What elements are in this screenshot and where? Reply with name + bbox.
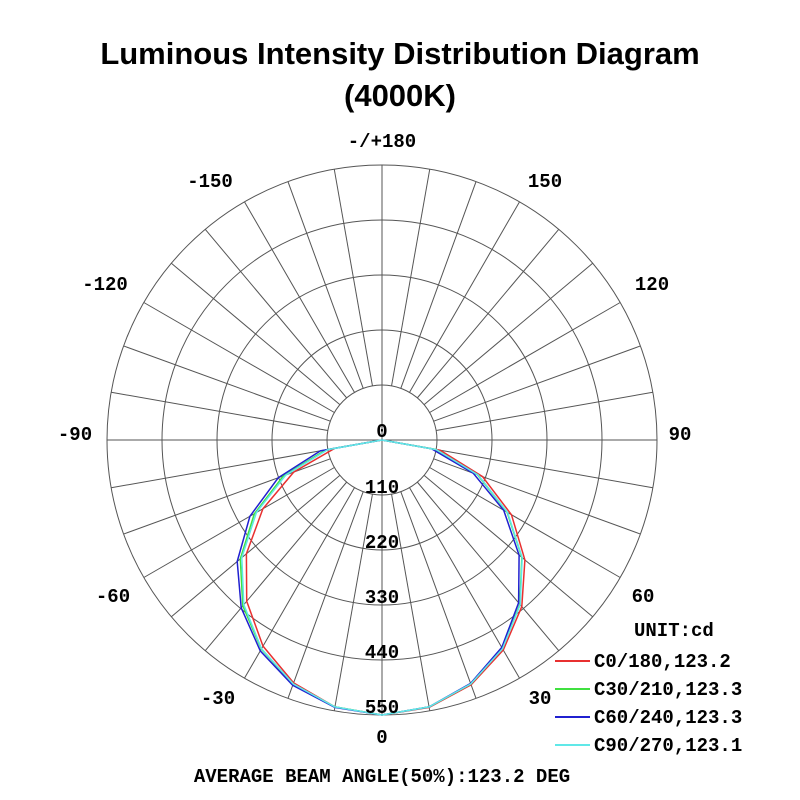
grid-spoke — [423, 262, 593, 406]
legend-label-c0: C0/180,123.2 — [594, 651, 731, 673]
angle-label-150: 150 — [528, 171, 562, 193]
grid-spoke — [436, 391, 653, 431]
angle-labels: -/+180 -150 150 -120 120 -90 90 -60 60 -… — [58, 131, 692, 749]
grid-spoke — [287, 181, 364, 389]
grid-spoke — [123, 458, 331, 535]
legend-label-c60: C60/240,123.3 — [594, 707, 742, 729]
grid-spoke — [433, 458, 641, 535]
unit-label: UNIT:cd — [634, 620, 714, 642]
radial-tick-220: 220 — [365, 532, 399, 554]
angle-label-neg150: -150 — [187, 171, 233, 193]
legend-label-c90: C90/270,123.1 — [594, 735, 742, 757]
chart-title: Luminous Intensity Distribution Diagram — [100, 36, 700, 71]
grid-spoke — [244, 201, 355, 393]
chart-subtitle: (4000K) — [344, 78, 456, 113]
grid-spoke — [287, 491, 364, 699]
angle-label-180: -/+180 — [348, 131, 416, 153]
angle-label-0: 0 — [376, 727, 387, 749]
series-curve-3 — [241, 439, 523, 716]
grid-spoke — [400, 491, 477, 699]
angle-label-neg90: -90 — [58, 424, 92, 446]
grid-spoke — [433, 345, 641, 422]
grid-spoke — [143, 467, 335, 578]
grid-spoke — [333, 169, 373, 386]
grid-spoke — [429, 467, 621, 578]
legend-label-c30: C30/210,123.3 — [594, 679, 742, 701]
grid-spoke — [143, 302, 335, 413]
radial-tick-110: 110 — [365, 477, 399, 499]
beam-angle-footer: AVERAGE BEAM ANGLE(50%):123.2 DEG — [194, 766, 570, 788]
grid-spoke — [400, 181, 477, 389]
grid-spoke — [429, 302, 621, 413]
grid-spoke — [123, 345, 331, 422]
grid-spoke — [416, 229, 560, 399]
radial-tick-550: 550 — [365, 697, 399, 719]
grid-spoke — [416, 481, 560, 651]
angle-label-90: 90 — [669, 424, 692, 446]
grid-spoke — [409, 201, 520, 393]
legend: UNIT:cd C0/180,123.2 C30/210,123.3 C60/2… — [555, 620, 742, 757]
grid-spoke — [111, 391, 328, 431]
grid-spoke — [436, 449, 653, 489]
radial-tick-440: 440 — [365, 642, 399, 664]
grid-spoke — [391, 169, 431, 386]
center-label: 0 — [376, 421, 387, 443]
grid-spoke — [333, 494, 373, 711]
grid-spoke — [111, 449, 328, 489]
grid-spoke — [391, 494, 431, 711]
grid-spoke — [171, 262, 341, 406]
grid-spoke — [423, 474, 593, 618]
grid-spoke — [409, 487, 520, 679]
grid-spoke — [204, 481, 348, 651]
angle-label-neg60: -60 — [96, 586, 130, 608]
angle-label-60: 60 — [632, 586, 655, 608]
angle-label-120: 120 — [635, 274, 669, 296]
angle-label-30: 30 — [529, 688, 552, 710]
intensity-curves — [236, 439, 526, 716]
radial-tick-330: 330 — [365, 587, 399, 609]
angle-label-neg30: -30 — [201, 688, 235, 710]
grid-spoke — [171, 474, 341, 618]
grid-spoke — [204, 229, 348, 399]
angle-label-neg120: -120 — [82, 274, 128, 296]
